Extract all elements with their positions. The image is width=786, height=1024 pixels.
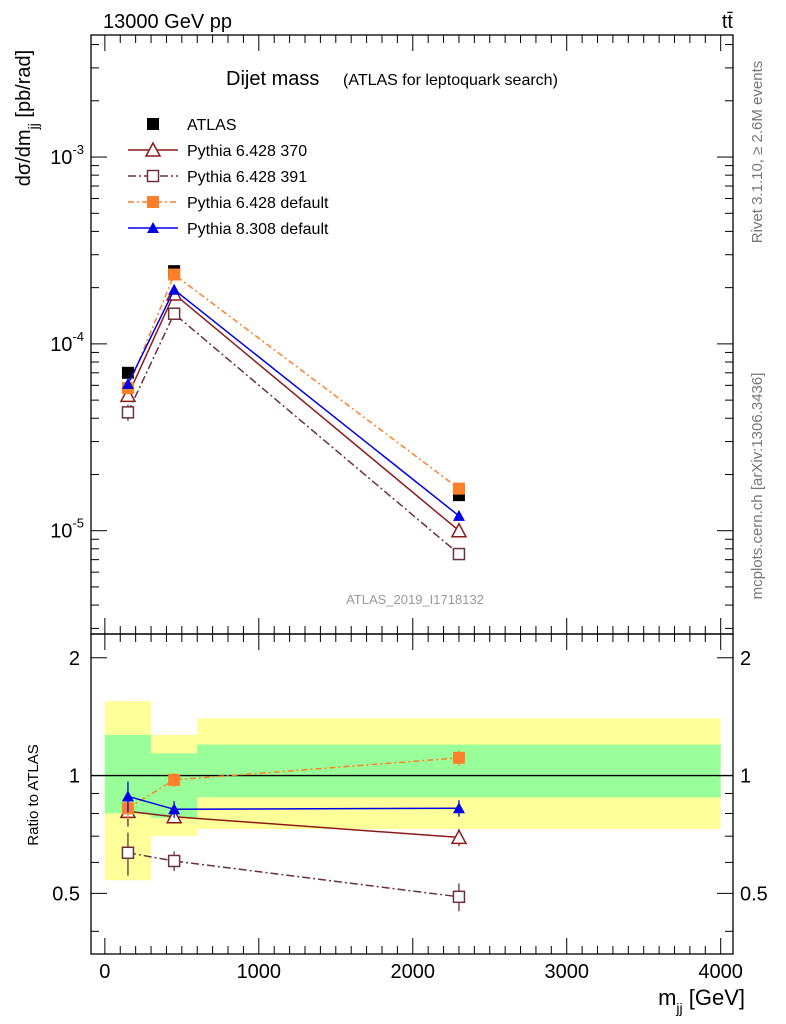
series-line — [127, 292, 460, 532]
data-point — [121, 366, 134, 379]
series-pythia-6-428-370 — [119, 285, 468, 538]
legend-entry-pythia-6-428-370: Pythia 6.428 370 — [128, 141, 307, 160]
ratio-y-tick-label: 1 — [69, 766, 80, 788]
data-point — [121, 377, 134, 389]
legend-entry-atlas: ATLAS — [147, 117, 237, 134]
series-line — [127, 757, 460, 809]
x-tick-label: 2000 — [391, 961, 436, 983]
data-point — [121, 406, 135, 419]
legend-marker — [147, 196, 159, 208]
process-label: tt̄ — [722, 11, 734, 33]
energy-label: 13000 GeV pp — [103, 11, 232, 33]
series-line — [127, 273, 460, 490]
series-pythia-6-428-default — [121, 268, 465, 495]
data-point — [168, 803, 181, 815]
legend-label: Pythia 8.308 default — [187, 221, 329, 238]
data-point — [452, 482, 465, 495]
legend-marker — [146, 169, 160, 183]
x-axis-label: mjj [GeV] — [658, 985, 745, 1016]
x-tick-label: 1000 — [237, 961, 282, 983]
analysis-id-label: ATLAS_2019_I1718132 — [346, 592, 484, 607]
legend-entry-pythia-6-428-391: Pythia 6.428 391 — [128, 169, 307, 186]
chart-title: Dijet mass — [226, 68, 319, 90]
chart-subtitle: (ATLAS for leptoquark search) — [343, 72, 558, 89]
legend-label: ATLAS — [187, 117, 237, 134]
data-point — [452, 509, 465, 521]
rivet-label: Rivet 3.1.10, ≥ 2.6M events — [749, 61, 766, 244]
ratio-y-axis-label: Ratio to ATLAS — [25, 744, 42, 845]
data-point — [168, 773, 181, 786]
series-pythia-6-428-391 — [121, 307, 466, 561]
ratio-y-tick-label: 0.5 — [740, 883, 768, 905]
legend-label: Pythia 6.428 391 — [187, 169, 307, 186]
legend-entry-pythia-6-428-default: Pythia 6.428 default — [128, 195, 329, 212]
y-tick-label: 10-5 — [50, 516, 84, 543]
data-point — [121, 790, 134, 802]
ratio-series-pythia-6-428-391 — [121, 832, 466, 912]
legend-label: Pythia 6.428 default — [187, 195, 329, 212]
ratio-y-tick-label: 1 — [740, 766, 751, 788]
y-tick-label: 10-4 — [50, 329, 84, 356]
series-pythia-8-308-default — [121, 283, 465, 521]
legend-marker — [144, 141, 162, 157]
data-point — [121, 846, 135, 860]
legend: ATLAS Pythia 6.428 370 Pythia 6.428 391 Pyt… — [128, 117, 329, 238]
ratio-y-tick-label: 2 — [69, 648, 80, 670]
data-point — [167, 854, 181, 868]
ratio-frame — [90, 633, 734, 955]
x-tick-label: 4000 — [698, 961, 743, 983]
series-line — [127, 288, 460, 517]
data-point — [168, 283, 181, 295]
data-point — [452, 547, 466, 561]
site-label: mcplots.cern.ch [arXiv:1306.3436] — [749, 373, 766, 600]
x-tick-label: 3000 — [544, 961, 589, 983]
data-point — [452, 802, 465, 814]
series-line — [127, 312, 460, 555]
legend-marker — [147, 118, 159, 130]
ratio-panel: 0.5 0.5 1 1 2 2 0 1000 2000 3000 4000 — [52, 633, 768, 983]
data-point — [452, 890, 466, 904]
data-point — [167, 307, 181, 320]
data-point — [452, 751, 465, 764]
ratio-y-tick-label: 2 — [740, 648, 751, 670]
data-point — [168, 268, 181, 281]
data-point — [450, 828, 468, 845]
legend-entry-pythia-8-308-default: Pythia 8.308 default — [128, 221, 329, 238]
legend-label: Pythia 6.428 370 — [187, 143, 307, 160]
ratio-series-pythia-8-308-default — [121, 781, 465, 818]
x-tick-label: 0 — [99, 961, 110, 983]
ratio-y-tick-label: 0.5 — [52, 883, 80, 905]
data-point — [119, 386, 137, 403]
main-y-axis-label: dσ/dmjj [pb/rad] — [13, 50, 41, 186]
y-tick-label: 10-3 — [50, 142, 84, 169]
legend-marker — [147, 222, 159, 233]
data-point — [450, 522, 468, 538]
